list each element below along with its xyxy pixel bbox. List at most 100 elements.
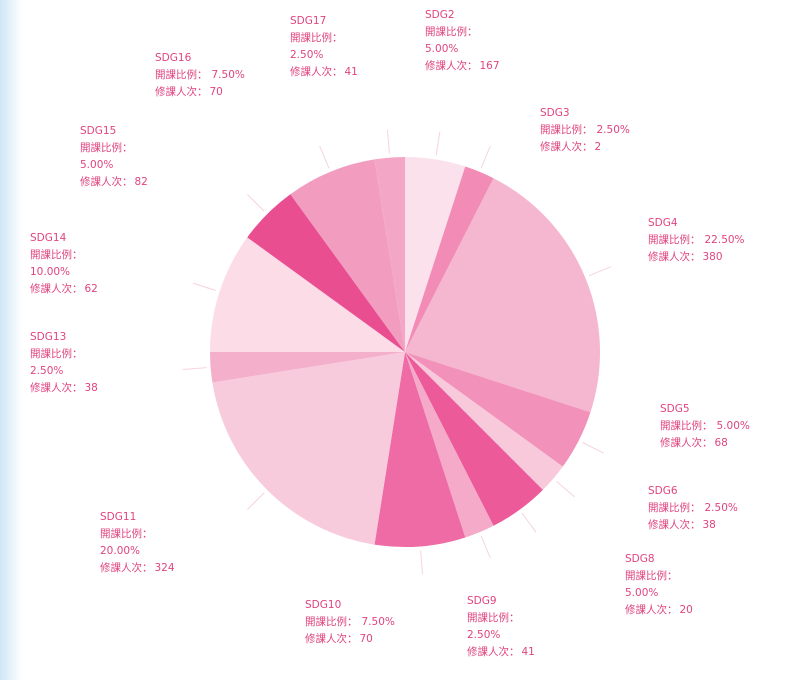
ratio-value: 10.00%	[30, 266, 70, 278]
slice	[405, 157, 466, 352]
slice-name: SDG16	[155, 52, 192, 64]
slice	[210, 352, 405, 383]
count-label: 修課人次：	[648, 518, 701, 531]
count-value: 82	[135, 176, 148, 188]
ratio-label: 開課比例：	[290, 31, 343, 44]
leader-line	[246, 193, 265, 212]
count-value: 62	[85, 283, 98, 295]
count-value: 68	[715, 437, 728, 449]
ratio-value: 5.00%	[80, 159, 113, 171]
ratio-value: 5.00%	[425, 43, 458, 55]
slice-label: SDG8 開課比例： 5.00% 修課人次： 20	[625, 553, 693, 616]
ratio-label: 開課比例：	[30, 347, 83, 360]
slice-name: SDG2	[425, 9, 455, 21]
count-value: 41	[345, 66, 358, 78]
slice	[374, 352, 466, 547]
slice	[374, 157, 405, 352]
slice-name: SDG10	[305, 599, 341, 611]
slice-name: SDG5	[660, 403, 690, 415]
count-value: 2	[595, 141, 602, 153]
leader-line	[182, 367, 207, 370]
count-label: 修課人次：	[648, 250, 701, 263]
leader-line	[555, 480, 575, 498]
slice-label: SDG9 開課比例： 2.50% 修課人次： 41	[467, 595, 535, 658]
count-value: 380	[703, 251, 723, 263]
slice	[405, 352, 494, 538]
ratio-label: 開課比例：	[30, 248, 83, 261]
slice-label: SDG17 開課比例： 2.50% 修課人次： 41	[290, 15, 358, 78]
slice	[405, 352, 563, 490]
leader-line	[435, 131, 441, 156]
count-value: 38	[85, 382, 98, 394]
leader-line	[582, 441, 604, 454]
count-value: 70	[210, 86, 223, 98]
count-label: 修課人次：	[540, 140, 593, 153]
ratio-label: 開課比例：	[648, 233, 701, 246]
count-label: 修課人次：	[660, 436, 713, 449]
slice-label: SDG16 開課比例： 7.50% 修課人次： 70	[155, 52, 245, 98]
slice-label: SDG5 開課比例： 5.00% 修課人次： 68	[660, 403, 750, 449]
ratio-value: 2.50%	[597, 124, 630, 136]
ratio-value: 2.50%	[467, 629, 500, 641]
leader-line	[521, 512, 537, 533]
ratio-label: 開課比例：	[625, 569, 678, 582]
slice-label: SDG6 開課比例： 2.50% 修課人次： 38	[648, 485, 738, 531]
slice-label: SDG10 開課比例： 7.50% 修課人次： 70	[305, 599, 395, 645]
count-label: 修課人次：	[30, 282, 83, 295]
ratio-value: 2.50%	[30, 365, 63, 377]
pie	[182, 129, 612, 575]
count-label: 修課人次：	[425, 59, 478, 72]
slice-name: SDG15	[80, 125, 116, 137]
leader-line	[480, 535, 491, 559]
slice	[210, 237, 405, 352]
slice	[212, 352, 405, 545]
slice-label: SDG4 開課比例： 22.50% 修課人次： 380	[648, 217, 745, 263]
slice-name: SDG8	[625, 553, 655, 565]
leader-line	[192, 282, 216, 291]
slice-label: SDG2 開課比例： 5.00% 修課人次： 167	[425, 9, 500, 72]
count-value: 41	[522, 646, 535, 658]
edge-shade	[0, 0, 22, 680]
count-label: 修課人次：	[625, 603, 678, 616]
slice	[405, 352, 543, 526]
ratio-value: 22.50%	[705, 234, 745, 246]
count-label: 修課人次：	[290, 65, 343, 78]
ratio-label: 開課比例：	[80, 141, 133, 154]
ratio-label: 開課比例：	[305, 615, 358, 628]
ratio-value: 2.50%	[290, 49, 323, 61]
leader-line	[246, 492, 265, 511]
slice	[247, 194, 405, 352]
slice-name: SDG17	[290, 15, 326, 27]
slice	[405, 178, 600, 413]
count-label: 修課人次：	[80, 175, 133, 188]
count-value: 70	[360, 633, 373, 645]
slice-label: SDG14 開課比例： 10.00% 修課人次： 62	[30, 232, 98, 295]
count-value: 20	[680, 604, 693, 616]
slice-name: SDG6	[648, 485, 678, 497]
count-label: 修課人次：	[305, 632, 358, 645]
ratio-label: 開課比例：	[100, 527, 153, 540]
slice	[405, 352, 591, 467]
slice	[405, 166, 494, 352]
ratio-value: 7.50%	[362, 616, 395, 628]
ratio-label: 開課比例：	[540, 123, 593, 136]
leader-line	[588, 266, 612, 277]
count-value: 38	[703, 519, 716, 531]
slice-name: SDG14	[30, 232, 67, 244]
ratio-value: 20.00%	[100, 545, 140, 557]
count-label: 修課人次：	[467, 645, 520, 658]
leader-line	[319, 145, 330, 169]
ratio-value: 5.00%	[625, 587, 658, 599]
slice-name: SDG13	[30, 331, 66, 343]
count-label: 修課人次：	[100, 561, 153, 574]
ratio-label: 開課比例：	[467, 611, 520, 624]
slice-name: SDG3	[540, 107, 570, 119]
leader-line	[420, 550, 423, 575]
count-value: 324	[155, 562, 175, 574]
slice-name: SDG4	[648, 217, 678, 229]
ratio-label: 開課比例：	[660, 419, 713, 432]
count-value: 167	[480, 60, 500, 72]
ratio-value: 5.00%	[717, 420, 750, 432]
